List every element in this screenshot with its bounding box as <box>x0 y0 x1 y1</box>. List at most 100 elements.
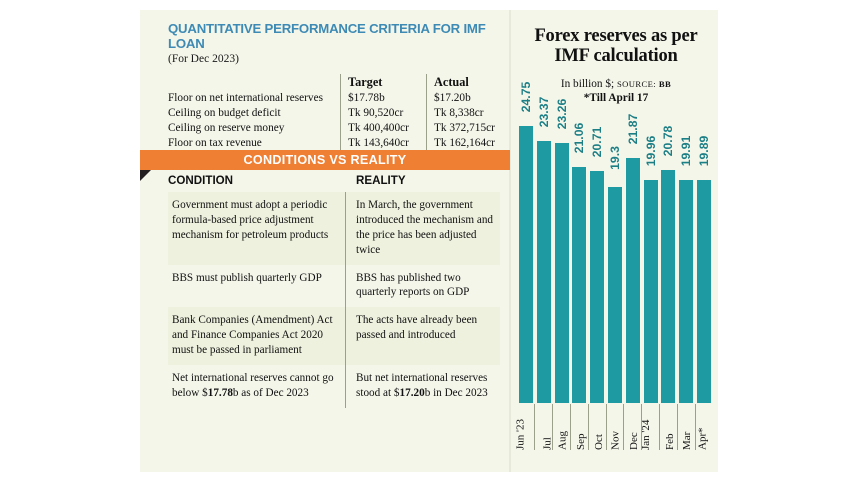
x-axis-label: Nov <box>608 404 622 456</box>
bar-slot: 19.91 <box>679 112 694 403</box>
bar-value-label: 20.71 <box>590 126 605 158</box>
bar <box>625 158 640 403</box>
x-axis-tick <box>659 404 661 450</box>
reality-cell: In March, the government introduced the … <box>356 199 494 256</box>
x-axis-label: Aug <box>555 404 569 456</box>
x-axis-label: Feb <box>661 404 677 456</box>
x-axis-label-text: Aug <box>556 431 569 450</box>
x-axis-label-text: Nov <box>609 431 622 450</box>
bar-value-label: 21.87 <box>625 113 640 145</box>
x-axis-tick <box>694 404 696 450</box>
x-axis-label-text: Mar <box>681 431 694 450</box>
x-axis-label: Sep <box>572 404 588 456</box>
conditions-header-condition: CONDITION <box>168 174 234 187</box>
criteria-row-label: Ceiling on reserve money <box>168 122 285 135</box>
criteria-row-actual: $17.20b <box>426 91 506 107</box>
bar <box>661 170 676 403</box>
chart-title: Forex reserves as per IMF calculation <box>534 26 698 66</box>
x-axis-tick <box>587 404 589 450</box>
criteria-subtitle: (For Dec 2023) <box>168 53 239 66</box>
bar-value-label: 19.3 <box>608 146 622 170</box>
criteria-row-target: $17.78b <box>340 91 426 107</box>
bar-value-label: 23.37 <box>536 97 551 128</box>
chart-unit-label: In billion $; <box>560 78 615 90</box>
bar-slot: 21.87 <box>625 112 640 403</box>
x-axis-tick <box>534 404 536 450</box>
bar-slot: 20.71 <box>590 112 605 403</box>
bar-slot: 19.96 <box>643 112 658 403</box>
x-axis-label: Jan '24 <box>639 404 658 456</box>
criteria-row-target: Tk 90,520cr <box>340 106 426 122</box>
banner-fold-icon <box>140 170 151 181</box>
x-axis-label: Jun '23 <box>514 404 533 456</box>
x-axis-label: Dec <box>626 404 640 456</box>
x-axis-label: Oct <box>590 404 606 456</box>
x-axis-tick <box>552 404 554 450</box>
condition-text-bold: 17.78 <box>207 386 233 399</box>
x-axis-label: Jul <box>537 404 553 456</box>
criteria-table: Target Actual Floor on net international… <box>168 74 498 151</box>
bar <box>554 142 569 403</box>
bar <box>572 167 587 403</box>
bar-slot: 20.78 <box>661 112 676 403</box>
x-axis-label-text: Apr* <box>696 427 709 450</box>
reality-cell: The acts have already been passed and in… <box>356 314 478 342</box>
conditions-banner-label: CONDITIONS VS REALITY <box>243 153 407 167</box>
reality-text-post: b in Dec 2023 <box>424 386 488 399</box>
criteria-col-target: Target <box>340 74 426 92</box>
x-axis-tick <box>569 404 571 450</box>
x-axis-label: Apr* <box>697 404 711 456</box>
bar <box>608 187 622 403</box>
bar <box>518 126 533 403</box>
criteria-row-target: Tk 143,640cr <box>340 135 426 151</box>
bar-value-label: 23.26 <box>554 98 569 129</box>
x-axis-label-text: Dec <box>627 432 640 450</box>
bar <box>679 180 694 403</box>
bar <box>536 141 551 403</box>
panel-divider <box>509 10 511 472</box>
x-axis-label-text: Oct <box>593 434 606 450</box>
criteria-block: QUANTITATIVE PERFORMANCE CRITERIA FOR IM… <box>168 21 498 151</box>
bar-value-label: 19.91 <box>679 135 694 167</box>
criteria-row-label: Floor on net international reserves <box>168 92 323 105</box>
chart-note: *Till April 17 <box>583 92 649 104</box>
bar-value-label: 19.89 <box>697 136 712 167</box>
conditions-banner: CONDITIONS VS REALITY <box>140 150 510 170</box>
x-axis-tick <box>605 404 607 450</box>
reality-text-bold: 17.20 <box>399 386 425 399</box>
chart-source-value: BB <box>658 79 672 89</box>
reality-text-pre: But net international reserves stood at … <box>356 372 488 399</box>
bar <box>643 179 658 403</box>
reality-cell: BBS has published two quarterly reports … <box>356 271 470 299</box>
x-axis-tick <box>676 404 678 450</box>
criteria-col-blank <box>168 74 340 91</box>
reality-cell: But net international reserves stood at … <box>346 365 500 408</box>
x-axis-label-text: Feb <box>664 433 677 451</box>
condition-cell: Net international reserves cannot go bel… <box>168 365 346 408</box>
conditions-table: CONDITION REALITY Government must adopt … <box>168 174 500 408</box>
table-row: Government must adopt a periodic formula… <box>168 192 500 265</box>
bar-slot: 19.89 <box>697 112 712 403</box>
criteria-title: QUANTITATIVE PERFORMANCE CRITERIA FOR IM… <box>168 21 486 51</box>
bar-slot: 21.06 <box>572 112 587 403</box>
bar-chart-x-axis: Jun '23 Jul Aug Sep Oct Nov Dec Jan '24 Feb Mar Ap… <box>514 404 713 456</box>
x-axis-tick <box>623 404 625 450</box>
condition-cell: BBS must publish quarterly GDP <box>168 264 346 308</box>
criteria-row-actual: Tk 162,164cr <box>426 135 506 151</box>
x-axis-label-text: Jun '23 <box>514 418 527 450</box>
bar-slot: 19.3 <box>608 112 622 403</box>
criteria-row-target: Tk 400,400cr <box>340 121 426 136</box>
bar <box>590 171 605 403</box>
bar-chart-plot: 24.75 23.37 23.26 21.06 20.71 19.3 21.87 19.96 2… <box>517 82 713 403</box>
x-axis-label-text: Sep <box>575 433 588 451</box>
chart-subtitle: In billion $; SOURCE: BB <box>516 78 716 90</box>
table-row: Bank Companies (Amendment) Act and Finan… <box>168 307 500 366</box>
conditions-header-reality: REALITY <box>356 174 406 187</box>
criteria-row-label: Ceiling on budget deficit <box>168 107 281 120</box>
criteria-row-actual: Tk 372,715cr <box>426 121 506 136</box>
bar-value-label: 20.78 <box>661 126 676 157</box>
bar-slot: 24.75 <box>518 82 533 403</box>
x-axis-tick <box>641 404 643 450</box>
criteria-row-label: Floor on tax revenue <box>168 136 262 149</box>
conditions-header-row: CONDITION REALITY <box>168 174 500 192</box>
